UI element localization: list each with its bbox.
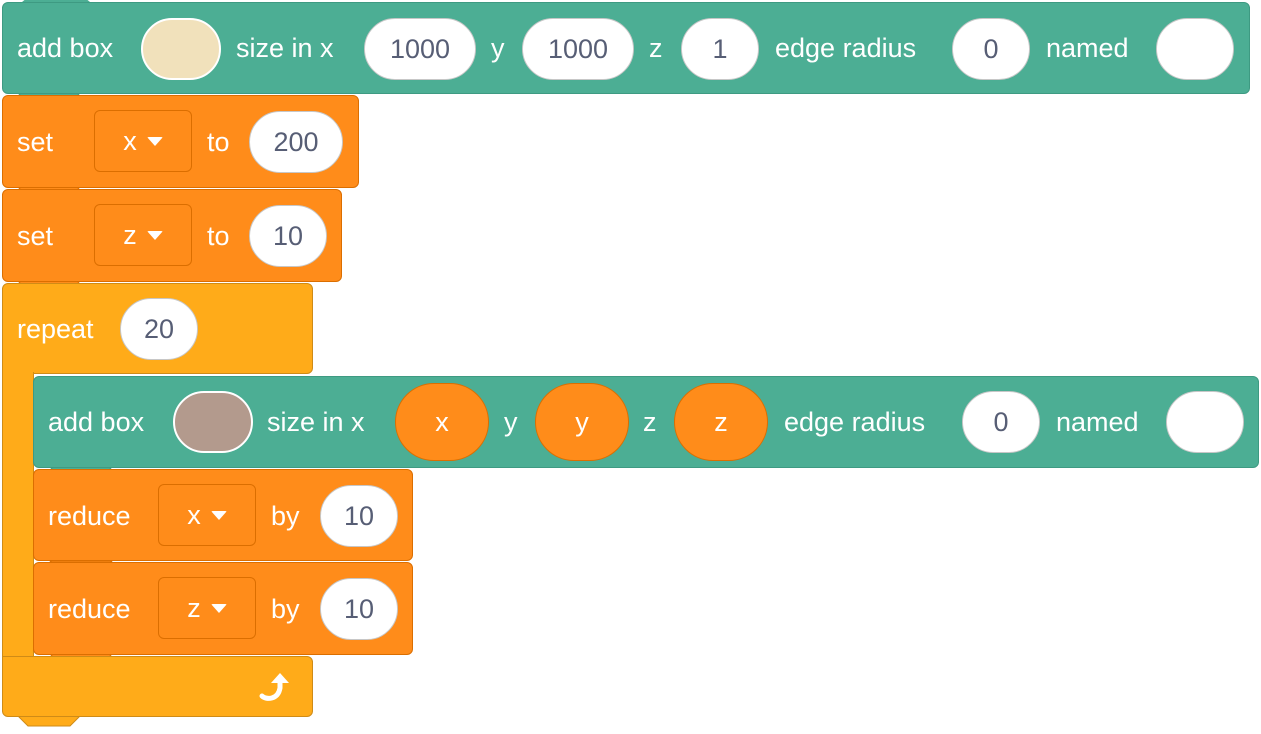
reduce-value-input[interactable]: 10 xyxy=(320,485,398,547)
edge-radius-label: edge radius xyxy=(784,407,926,437)
named-label: named xyxy=(1046,33,1129,63)
named-label: named xyxy=(1056,407,1139,437)
color-swatch[interactable] xyxy=(141,18,221,80)
edge-radius-label: edge radius xyxy=(775,33,917,63)
z-label: z xyxy=(649,33,663,63)
name-input[interactable] xyxy=(1156,18,1234,80)
to-label: to xyxy=(207,127,230,157)
add-box-label: add box xyxy=(17,33,114,63)
z-label: z xyxy=(643,407,657,437)
to-label: to xyxy=(207,221,230,251)
variable-dropdown-z[interactable]: z xyxy=(94,204,192,266)
y-label: y xyxy=(504,407,518,437)
y-variable-reporter[interactable]: y xyxy=(535,383,629,461)
reduce-value-input[interactable]: 10 xyxy=(320,578,398,640)
size-in-x-label: size in x xyxy=(267,407,365,437)
repeat-count-input[interactable]: 20 xyxy=(120,298,198,360)
variable-dropdown-z[interactable]: z xyxy=(158,577,256,639)
variable-name: z xyxy=(123,219,137,250)
set-label: set xyxy=(17,221,54,251)
repeat-block-arm xyxy=(2,372,34,658)
reduce-label: reduce xyxy=(48,501,131,531)
z-variable-reporter[interactable]: z xyxy=(674,383,768,461)
variable-name: z xyxy=(187,592,201,623)
inner-add-box-block[interactable] xyxy=(33,376,1259,468)
y-label: y xyxy=(491,33,505,63)
set-label: set xyxy=(17,127,54,157)
edge-radius-input[interactable]: 0 xyxy=(962,391,1040,453)
dropdown-arrow-icon xyxy=(210,603,227,613)
dropdown-arrow-icon xyxy=(146,136,163,146)
repeat-label: repeat xyxy=(17,314,94,344)
set-value-input[interactable]: 10 xyxy=(249,205,327,267)
add-box-label: add box xyxy=(48,407,145,437)
variable-name: x xyxy=(187,499,201,530)
repeat-block-footer xyxy=(2,656,313,717)
variable-name: x xyxy=(123,125,137,156)
by-label: by xyxy=(271,501,300,531)
variable-dropdown-x[interactable]: x xyxy=(158,484,256,546)
size-z-input[interactable]: 1 xyxy=(681,18,759,80)
size-x-input[interactable]: 1000 xyxy=(364,18,476,80)
set-value-input[interactable]: 200 xyxy=(249,111,343,173)
dropdown-arrow-icon xyxy=(146,230,163,240)
color-swatch[interactable] xyxy=(173,391,253,453)
size-y-input[interactable]: 1000 xyxy=(522,18,634,80)
by-label: by xyxy=(271,594,300,624)
reduce-label: reduce xyxy=(48,594,131,624)
dropdown-arrow-icon xyxy=(210,510,227,520)
variable-dropdown-x[interactable]: x xyxy=(94,110,192,172)
loop-arrow-icon xyxy=(259,673,289,701)
x-variable-reporter[interactable]: x xyxy=(395,383,489,461)
name-input[interactable] xyxy=(1166,391,1244,453)
size-in-x-label: size in x xyxy=(236,33,334,63)
edge-radius-input[interactable]: 0 xyxy=(952,18,1030,80)
